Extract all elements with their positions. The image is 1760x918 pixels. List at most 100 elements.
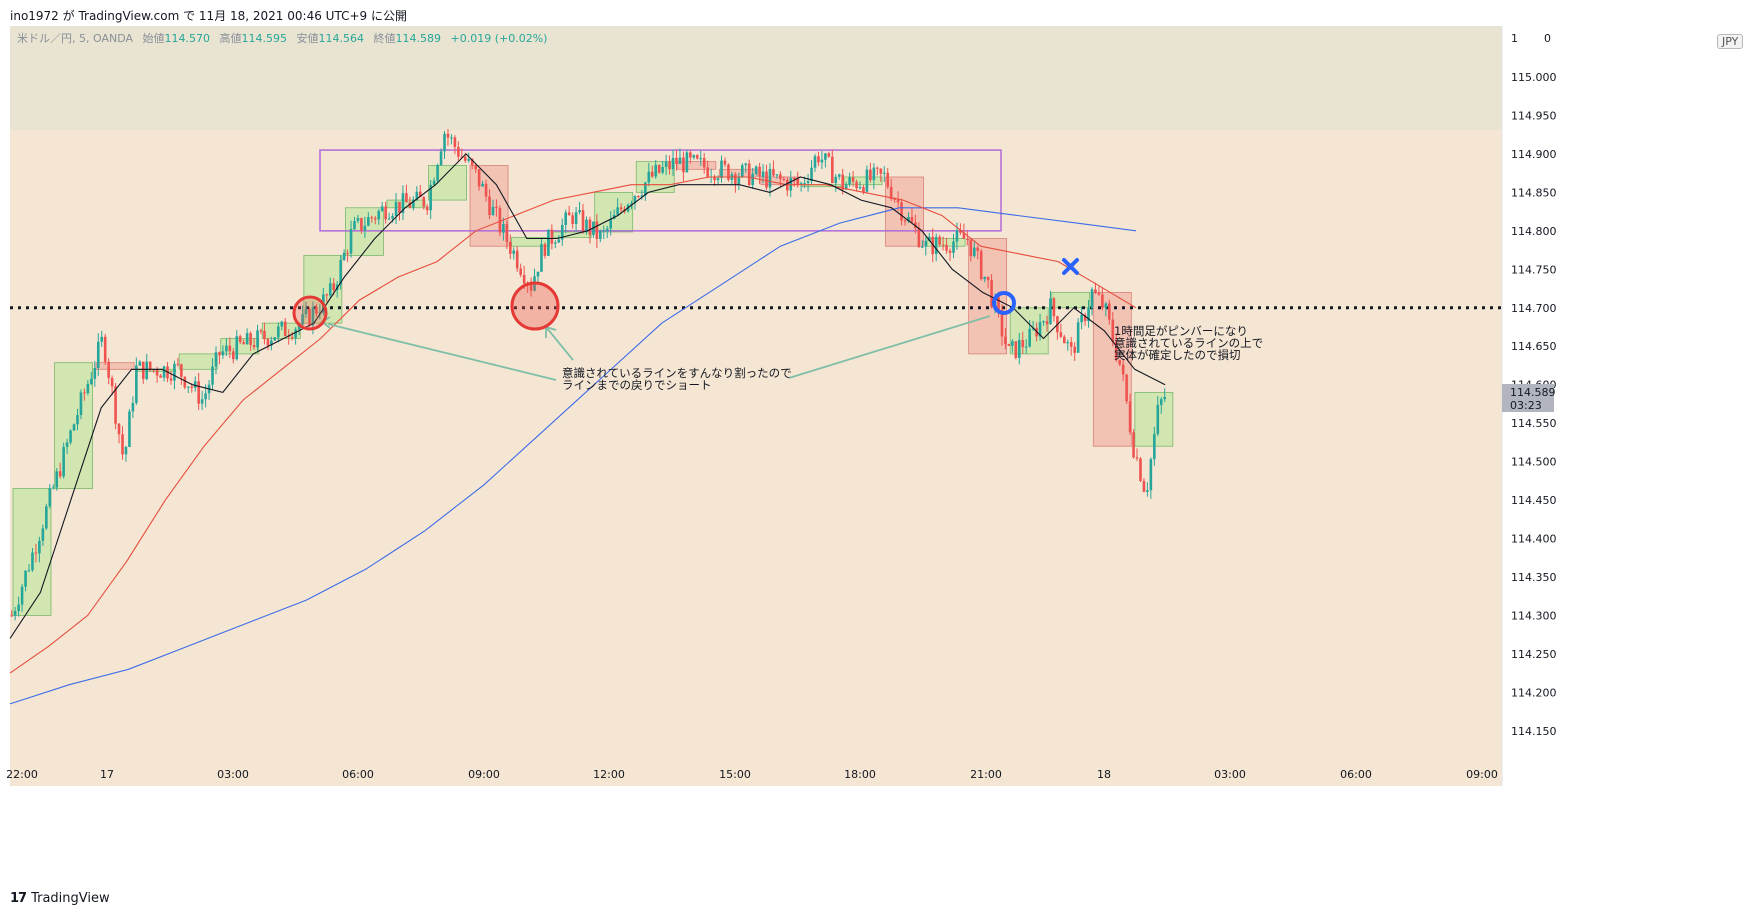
candle-body: [159, 375, 162, 378]
price-tick-label: 114.950: [1511, 109, 1557, 122]
candle-body: [495, 206, 498, 209]
candle-body: [290, 336, 294, 338]
candle-body: [1042, 321, 1045, 323]
candle-body: [837, 174, 841, 177]
candle-body: [100, 336, 104, 342]
candle-body: [252, 344, 256, 348]
candle-body: [547, 229, 550, 256]
candle-body: [429, 184, 432, 211]
candle-body: [460, 156, 464, 158]
time-tick-label: 06:00: [1340, 768, 1372, 781]
candle-body: [536, 271, 540, 277]
candle-body: [238, 336, 242, 343]
candle-body: [1073, 346, 1076, 353]
candle-body: [886, 172, 890, 187]
time-tick-label: 12:00: [593, 768, 625, 781]
candle-body: [1080, 314, 1083, 323]
candle-body: [616, 207, 619, 215]
candle-body: [41, 528, 45, 541]
candle-body: [1063, 336, 1066, 344]
candle-body: [446, 133, 450, 138]
candle-body: [432, 180, 436, 185]
candle-body: [640, 195, 644, 197]
candle-body: [27, 570, 31, 572]
candle-body: [581, 210, 585, 232]
candle-body: [661, 166, 664, 173]
tradingview-logo-icon: 17: [10, 891, 27, 906]
candle-body: [574, 212, 578, 224]
candle-body: [723, 160, 727, 165]
candle-body: [879, 168, 883, 174]
candle-body: [308, 309, 311, 326]
candle-body: [1094, 289, 1097, 293]
candle-body: [256, 330, 259, 348]
candle-body: [550, 229, 554, 244]
candle-body: [283, 321, 287, 336]
time-tick-label: 22:00: [6, 768, 38, 781]
candle-body: [1014, 341, 1018, 358]
time-tick-label: 18:00: [844, 768, 876, 781]
candle-body: [1159, 399, 1163, 405]
candle-body: [647, 171, 651, 183]
candle-body: [325, 294, 329, 296]
candle-body: [380, 206, 384, 211]
candle-body: [387, 218, 391, 220]
candle-body: [439, 151, 443, 166]
candle-body: [263, 330, 266, 340]
blue-x-marker: [1062, 258, 1079, 275]
candle-body: [664, 161, 668, 167]
candle-body: [152, 369, 155, 371]
candle-body: [602, 230, 606, 232]
candle-body: [650, 171, 654, 177]
candle-body: [782, 178, 786, 180]
candle-body: [249, 333, 252, 345]
candle-body: [218, 352, 221, 356]
candle-body: [69, 430, 72, 443]
candle-body: [858, 187, 862, 189]
candle-body: [65, 442, 69, 447]
candle-body: [13, 611, 17, 616]
candle-body: [176, 363, 180, 365]
candle-body: [280, 321, 284, 327]
htf-candle: [968, 238, 1008, 355]
candle-body: [990, 280, 993, 307]
candle-body: [401, 193, 405, 213]
time-tick-label: 17: [100, 768, 114, 781]
candle-body: [675, 157, 678, 164]
candle-body: [197, 381, 200, 404]
candle-body: [734, 174, 737, 184]
candle-body: [713, 176, 716, 181]
candle-body: [599, 231, 602, 239]
candle-body: [810, 167, 813, 182]
candle-body: [193, 381, 197, 388]
candle-body: [422, 197, 426, 207]
candle-body: [512, 250, 516, 254]
candle-body: [938, 236, 941, 245]
price-axis[interactable]: 114.150 114.200 114.250 114.300 114.350 114.4…: [1511, 71, 1557, 738]
candle-body: [564, 212, 567, 225]
candle-body: [765, 171, 768, 188]
candle-body: [349, 229, 353, 254]
candle-body: [972, 247, 976, 257]
price-tick-label: 114.850: [1511, 186, 1557, 199]
candle-body: [578, 210, 581, 213]
price-axis-top-fragment: 1: [1511, 32, 1518, 45]
candle-body: [1114, 341, 1118, 360]
legend-low-label: 安値: [297, 31, 319, 45]
price-tick-label: 114.300: [1511, 609, 1557, 622]
time-axis[interactable]: 22:00 17 03:00 06:00 09:00 12:00 15:00 18:00 21:…: [6, 768, 1498, 781]
tradingview-logo: 17 TradingView: [10, 891, 110, 906]
currency-badge[interactable]: JPY: [1717, 34, 1744, 49]
candle-body: [394, 201, 398, 216]
candle-body: [744, 163, 748, 166]
candle-body: [412, 199, 415, 208]
price-tick-label: 114.450: [1511, 494, 1557, 507]
candle-body: [277, 326, 280, 338]
candle-body: [803, 183, 806, 185]
htf-candle: [95, 362, 135, 370]
candle-body: [353, 221, 356, 230]
ema-long-line: [9, 207, 1137, 705]
candle-body: [1142, 480, 1146, 492]
candle-body: [138, 361, 142, 366]
